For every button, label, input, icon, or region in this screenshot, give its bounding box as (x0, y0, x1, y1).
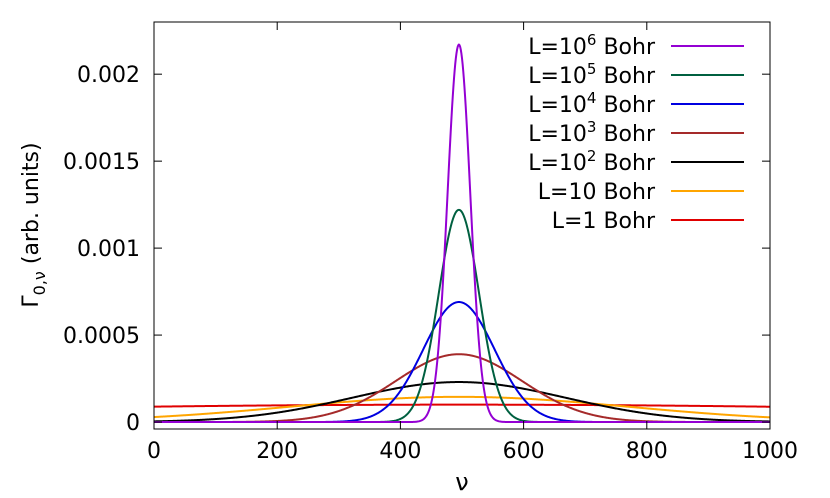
legend-label-0: L=106 Bohr (528, 31, 656, 60)
x-tick-label-5: 1000 (742, 439, 798, 464)
y-axis-label-units: (arb. units) (19, 142, 44, 271)
x-tick-label-2: 400 (379, 439, 421, 464)
legend-label-4: L=102 Bohr (528, 147, 656, 176)
axis-ticks: 0 200 400 600 800 1000 0 0.0005 0.001 0.0015 0.002 (63, 22, 798, 464)
legend-label-3: L=103 Bohr (528, 118, 656, 147)
legend-label-5: L=10 Bohr (538, 180, 656, 205)
plot-frame (153, 21, 771, 430)
y-axis-label-subscript: 0,ν (30, 271, 49, 295)
x-axis-label: ν (455, 468, 468, 496)
series-curves (153, 43, 771, 424)
series-line-0 (154, 43, 770, 424)
x-tick-label-4: 800 (626, 439, 668, 464)
y-tick-label-4: 0.002 (77, 63, 140, 88)
x-tick-label-1: 200 (256, 439, 298, 464)
x-tick-label-3: 600 (503, 439, 545, 464)
y-axis-label-symbol: Γ (19, 295, 44, 308)
legend-label-2: L=104 Bohr (528, 89, 656, 118)
series-line-5 (153, 395, 771, 419)
y-tick-label-2: 0.001 (77, 237, 140, 262)
y-tick-label-3: 0.0015 (63, 150, 140, 175)
y-tick-label-0: 0 (126, 411, 140, 436)
x-tick-label-0: 0 (147, 439, 161, 464)
legend-label-6: L=1 Bohr (552, 209, 656, 234)
legend-label-1: L=105 Bohr (528, 60, 656, 89)
y-axis-label: Γ0,ν (arb. units) (19, 142, 49, 307)
series-line-4 (153, 381, 771, 423)
series-line-6 (153, 403, 771, 408)
y-tick-label-1: 0.0005 (63, 324, 140, 349)
series-line-1 (154, 208, 770, 424)
